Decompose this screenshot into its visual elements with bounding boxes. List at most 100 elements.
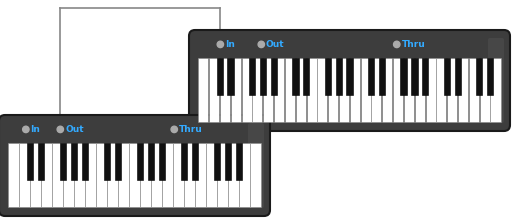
Bar [214,143,220,180]
Bar [209,58,219,122]
Bar [152,143,161,207]
Bar [162,143,173,207]
Bar [27,143,33,180]
Bar [307,58,316,122]
Bar [415,58,425,122]
Bar [220,58,230,122]
Text: Thru: Thru [401,40,425,49]
Bar [411,58,418,95]
Bar [118,143,129,207]
Bar [30,143,40,207]
FancyBboxPatch shape [488,38,504,123]
Bar [63,143,74,207]
Text: In: In [31,125,40,134]
Bar [379,58,385,95]
Bar [260,58,266,95]
Bar [447,58,457,122]
Bar [198,58,208,122]
Bar [458,58,468,122]
FancyBboxPatch shape [248,123,264,208]
Bar [38,143,44,180]
Circle shape [258,41,265,48]
Circle shape [394,41,400,48]
Bar [368,58,374,95]
Bar [393,58,403,122]
Bar [274,58,284,122]
Text: In: In [225,40,235,49]
Bar [339,58,349,122]
Bar [159,143,165,180]
Bar [82,143,88,180]
Bar [346,58,353,95]
Bar [225,143,231,180]
Bar [217,143,227,207]
Bar [74,143,84,207]
Text: Out: Out [65,125,83,134]
Circle shape [171,126,178,133]
Bar [184,143,195,207]
Bar [137,143,143,180]
Bar [250,143,261,207]
Bar [285,58,295,122]
Bar [335,58,342,95]
Bar [115,143,121,180]
Bar [469,58,479,122]
Bar [350,58,360,122]
Bar [242,58,251,122]
Bar [228,143,239,207]
FancyBboxPatch shape [0,115,270,216]
Bar [104,143,110,180]
Bar [444,58,450,95]
Bar [271,58,277,95]
Bar [436,58,446,122]
Bar [71,143,77,180]
Bar [328,58,338,122]
Bar [236,143,242,180]
Bar [239,143,249,207]
Bar [360,58,371,122]
Text: Thru: Thru [179,125,203,134]
Bar [476,58,482,95]
Bar [317,58,327,122]
Bar [173,143,183,207]
Bar [181,143,187,180]
Bar [480,58,489,122]
Bar [404,58,414,122]
Bar [192,143,198,180]
Bar [195,143,205,207]
Bar [206,143,217,207]
Bar [490,58,501,122]
Text: Out: Out [266,40,285,49]
Bar [252,58,263,122]
Bar [86,143,96,207]
Bar [41,143,52,207]
Bar [148,143,154,180]
Circle shape [217,41,224,48]
Bar [227,58,233,95]
Bar [217,58,223,95]
Bar [382,58,392,122]
Bar [140,143,151,207]
Bar [371,58,381,122]
Bar [425,58,436,122]
Bar [422,58,429,95]
Bar [231,58,241,122]
Bar [292,58,298,95]
Bar [249,58,255,95]
Bar [263,58,273,122]
Circle shape [57,126,63,133]
Bar [60,143,66,180]
FancyBboxPatch shape [189,30,510,131]
Bar [130,143,139,207]
Bar [303,58,309,95]
Bar [19,143,30,207]
Circle shape [23,126,29,133]
Bar [52,143,62,207]
Bar [325,58,331,95]
Bar [455,58,461,95]
Bar [8,143,18,207]
Bar [108,143,117,207]
Bar [296,58,306,122]
Bar [96,143,106,207]
Bar [487,58,494,95]
